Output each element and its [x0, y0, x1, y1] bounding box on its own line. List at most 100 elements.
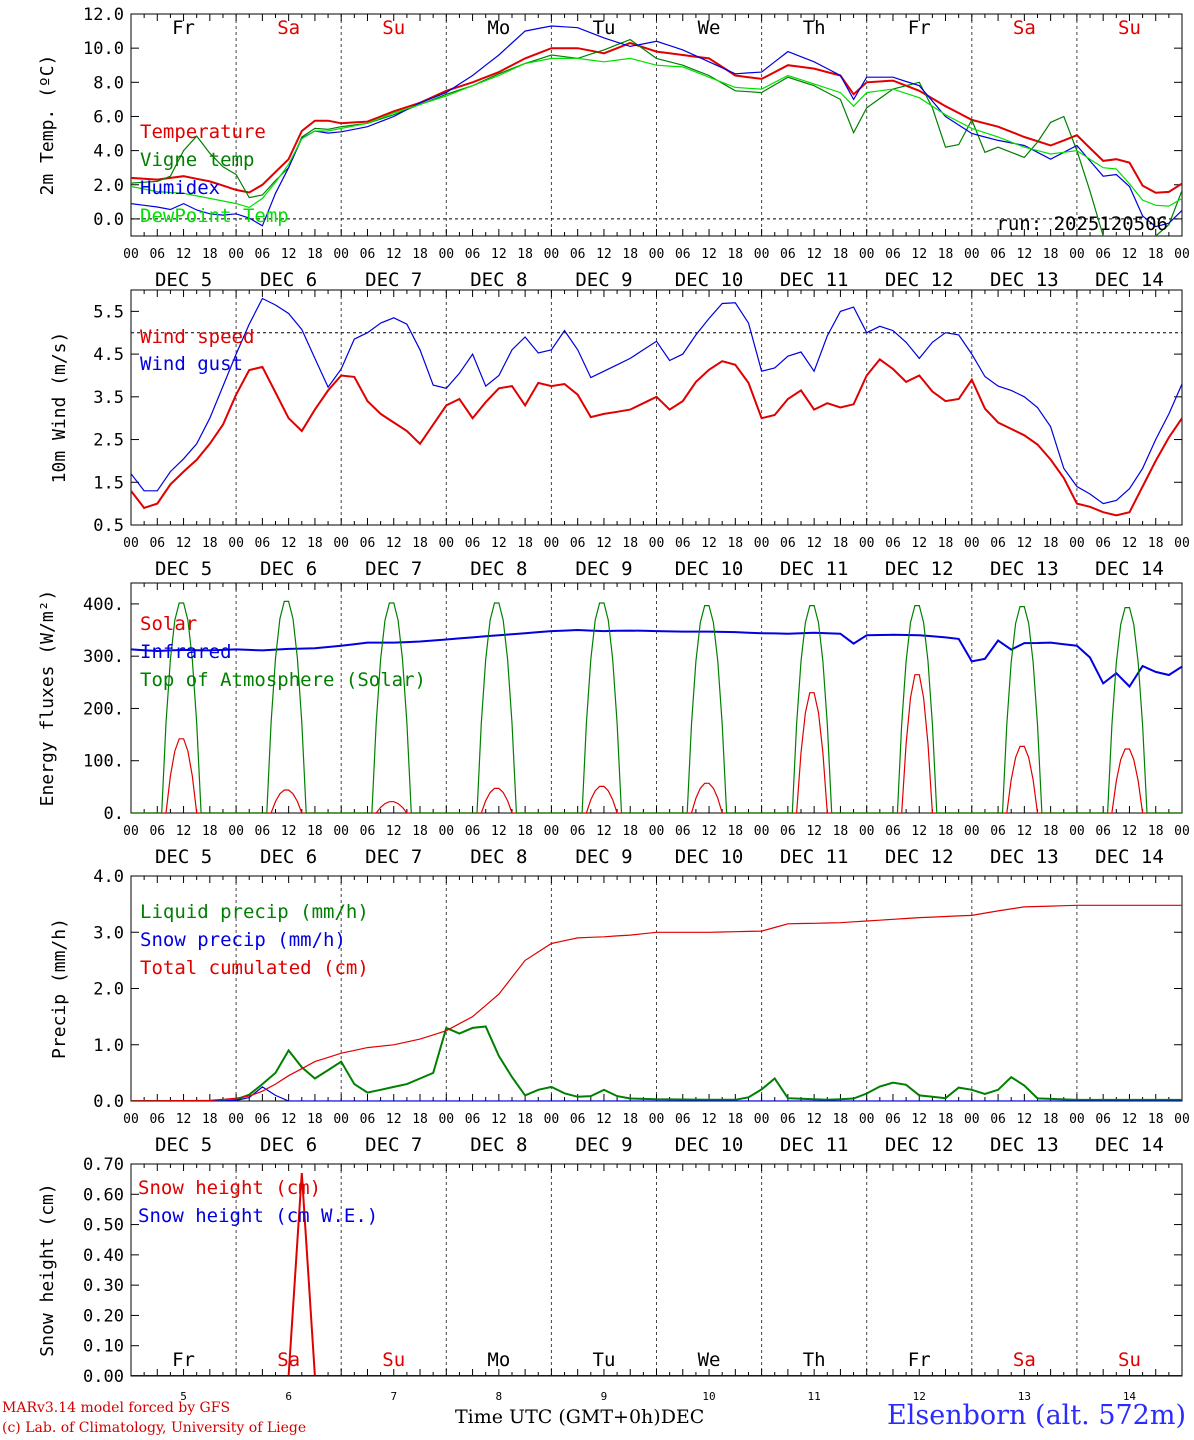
hour-tick-label-wind: 06: [465, 536, 481, 551]
hour-tick-label-temp: 12: [806, 247, 822, 262]
day-date-label-temp: DEC 11: [780, 269, 849, 291]
legend-entry-temp-1: Vigne temp: [140, 149, 254, 171]
legend-entry-precip-0: Liquid precip (mm/h): [140, 901, 369, 923]
hour-tick-label-energy: 18: [307, 824, 323, 839]
day-date-label-wind: DEC 11: [780, 558, 849, 580]
day-date-label-energy: DEC 6: [260, 846, 317, 868]
y-tick-label-precip: 0.0: [93, 1092, 124, 1112]
y-tick-label-wind: 3.5: [93, 388, 124, 408]
legend-entry-precip-1: Snow precip (mm/h): [140, 929, 346, 951]
hour-tick-label-wind: 12: [386, 536, 402, 551]
y-tick-label-snow: 0.00: [83, 1367, 124, 1387]
weekday-label-bottom: We: [698, 1349, 721, 1371]
hour-tick-label-precip: 00: [754, 1112, 770, 1127]
hour-tick-label-wind: 06: [885, 536, 901, 551]
day-date-label-energy: DEC 14: [1095, 846, 1164, 868]
weekday-label-bottom: Su: [382, 1349, 405, 1371]
series-line-energy-0: [131, 674, 1182, 813]
weekday-label-top: Th: [803, 17, 826, 39]
hour-tick-label-precip: 00: [859, 1112, 875, 1127]
hour-tick-label-temp: 00: [964, 247, 980, 262]
legend-entry-snow-1: Snow height (cm W.E.): [138, 1205, 378, 1227]
y-tick-label-precip: 4.0: [93, 867, 124, 887]
day-date-label-temp: DEC 13: [990, 269, 1059, 291]
day-date-label-wind: DEC 9: [575, 558, 632, 580]
y-tick-label-temp: 0.0: [93, 210, 124, 230]
hour-tick-label-precip: 00: [544, 1112, 560, 1127]
hour-tick-label-wind: 18: [202, 536, 218, 551]
hour-tick-label-precip: 18: [833, 1112, 849, 1127]
y-tick-label-precip: 2.0: [93, 980, 124, 1000]
legend-entry-wind-1: Wind gust: [140, 353, 243, 375]
hour-tick-label-precip: 06: [465, 1112, 481, 1127]
day-date-label-temp: DEC 5: [155, 269, 212, 291]
day-date-label-energy: DEC 10: [675, 846, 744, 868]
day-date-label-temp: DEC 6: [260, 269, 317, 291]
hour-tick-label-wind: 12: [1122, 536, 1138, 551]
hour-tick-label-energy: 06: [675, 824, 691, 839]
series-line-wind-1: [131, 297, 1182, 505]
hour-tick-label-energy: 00: [1174, 824, 1190, 839]
day-date-label-precip: DEC 8: [470, 1134, 527, 1156]
hour-tick-label-energy: 00: [544, 824, 560, 839]
hour-tick-label-wind: 06: [780, 536, 796, 551]
hour-tick-label-temp: 00: [754, 247, 770, 262]
y-tick-label-temp: 6.0: [93, 107, 124, 127]
hour-tick-label-energy: 18: [938, 824, 954, 839]
day-number-label: 11: [808, 1390, 821, 1403]
hour-tick-label-temp: 18: [622, 247, 638, 262]
weekday-label-bottom: Fr: [172, 1349, 195, 1371]
hour-tick-label-wind: 18: [938, 536, 954, 551]
hour-tick-label-wind: 06: [675, 536, 691, 551]
day-number-label: 14: [1123, 1390, 1137, 1403]
hour-tick-label-temp: 12: [596, 247, 612, 262]
hour-tick-label-energy: 12: [281, 824, 297, 839]
y-tick-label-energy: 200.: [83, 699, 124, 719]
hour-tick-label-wind: 18: [517, 536, 533, 551]
hour-tick-label-temp: 06: [1095, 247, 1111, 262]
weekday-label-bottom: Sa: [277, 1349, 300, 1371]
hour-tick-label-energy: 12: [911, 824, 927, 839]
y-tick-label-snow: 0.20: [83, 1306, 124, 1326]
day-date-label-energy: DEC 11: [780, 846, 849, 868]
day-date-label-wind: DEC 7: [365, 558, 422, 580]
run-label: run: 2025120506: [996, 213, 1168, 235]
day-number-label: 7: [390, 1390, 397, 1403]
hour-tick-label-precip: 18: [412, 1112, 428, 1127]
day-number-label: 13: [1018, 1390, 1031, 1403]
credit-line-2: (c) Lab. of Climatology, University of L…: [2, 1420, 307, 1436]
hour-tick-label-energy: 06: [1095, 824, 1111, 839]
hour-tick-label-energy: 12: [701, 824, 717, 839]
y-tick-label-wind: 5.5: [93, 302, 124, 322]
y-tick-label-energy: 0.: [104, 804, 124, 824]
hour-tick-label-temp: 00: [859, 247, 875, 262]
hour-tick-label-energy: 06: [780, 824, 796, 839]
hour-tick-label-temp: 00: [544, 247, 560, 262]
day-date-label-wind: DEC 8: [470, 558, 527, 580]
hour-tick-label-precip: 06: [1095, 1112, 1111, 1127]
hour-tick-label-temp: 00: [333, 247, 349, 262]
hour-tick-label-energy: 18: [1043, 824, 1059, 839]
hour-tick-label-energy: 18: [202, 824, 218, 839]
hour-tick-label-wind: 06: [360, 536, 376, 551]
legend-entry-energy-2: Top of Atmosphere (Solar): [140, 669, 426, 691]
series-line-snow-0: [131, 1173, 1182, 1376]
hour-tick-label-wind: 12: [491, 536, 507, 551]
y-tick-label-snow: 0.40: [83, 1246, 124, 1266]
hour-tick-label-wind: 12: [806, 536, 822, 551]
y-tick-label-snow: 0.60: [83, 1185, 124, 1205]
day-date-label-energy: DEC 13: [990, 846, 1059, 868]
hour-tick-label-energy: 06: [255, 824, 271, 839]
day-date-label-energy: DEC 12: [885, 846, 954, 868]
hour-tick-label-wind: 06: [255, 536, 271, 551]
day-date-label-energy: DEC 5: [155, 846, 212, 868]
hour-tick-label-energy: 00: [964, 824, 980, 839]
weekday-label-top: Sa: [277, 17, 300, 39]
hour-tick-label-wind: 12: [176, 536, 192, 551]
hour-tick-label-wind: 06: [990, 536, 1006, 551]
y-axis-label-wind: 10m Wind (m/s): [49, 332, 70, 484]
hour-tick-label-temp: 12: [176, 247, 192, 262]
y-axis-label-energy: Energy fluxes (W/m²): [37, 590, 58, 807]
hour-tick-label-wind: 00: [228, 536, 244, 551]
day-date-label-temp: DEC 9: [575, 269, 632, 291]
